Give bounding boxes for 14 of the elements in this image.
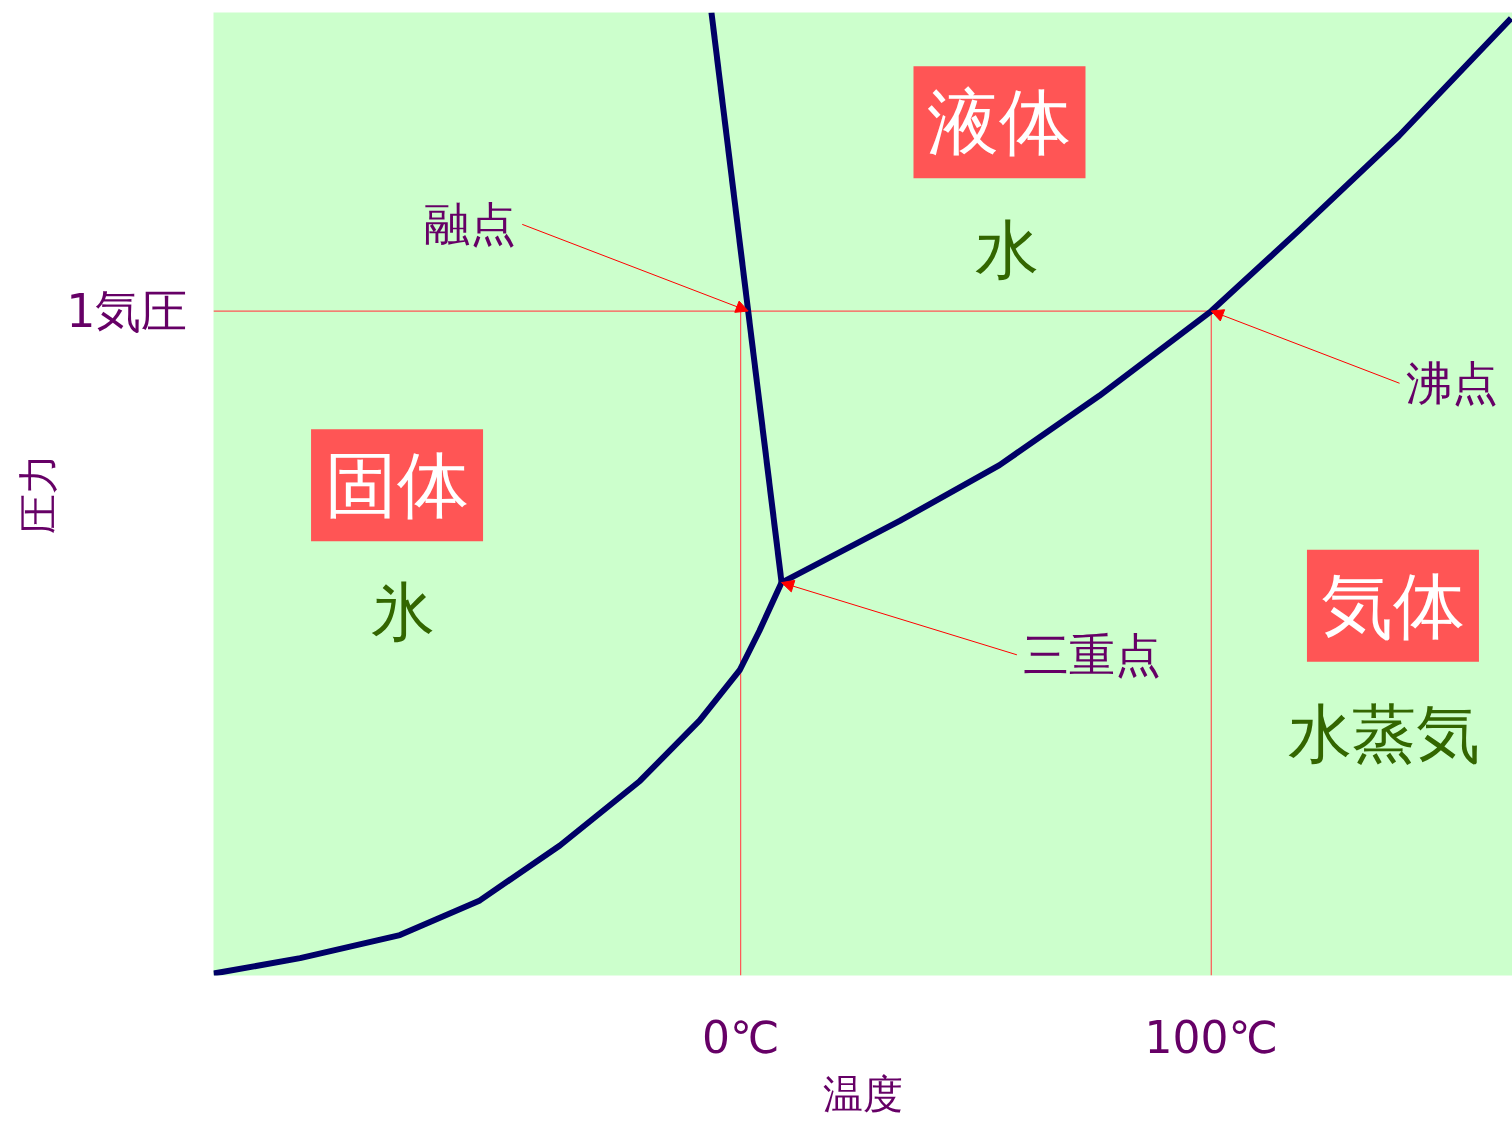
annotation: 融点 [424, 197, 517, 252]
annotation: 気体 [1320, 563, 1465, 648]
annotation: 液体 [927, 80, 1072, 165]
x-tick-label: 100℃ [1144, 1011, 1278, 1063]
y-axis-title: 圧力 [15, 454, 62, 534]
annotation: 固体 [325, 443, 470, 528]
annotation: 氷 [370, 575, 435, 650]
x-tick-label: 0℃ [701, 1011, 780, 1063]
annotation: 水蒸気 [1288, 696, 1481, 771]
annotation: 三重点 [1022, 627, 1161, 682]
x-axis-title: 温度 [823, 1070, 903, 1117]
annotation: 沸点 [1405, 356, 1498, 411]
annotation: 水 [975, 213, 1040, 288]
ref-line-label: 1気圧 [66, 284, 188, 339]
